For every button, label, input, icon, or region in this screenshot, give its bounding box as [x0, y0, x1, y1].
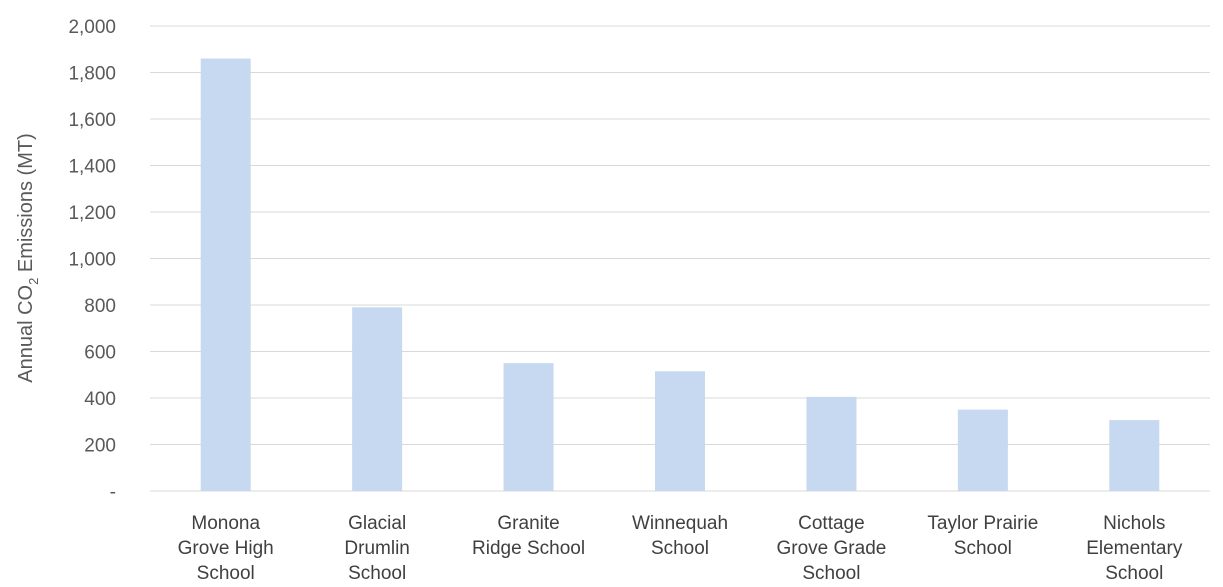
y-tick-label: 200	[84, 436, 116, 457]
y-tick-label: 400	[84, 389, 116, 410]
x-category-label: Winnequah School	[632, 513, 728, 559]
bar	[1109, 420, 1160, 491]
bar	[655, 371, 705, 491]
y-axis-label-main: Annual CO	[15, 285, 37, 383]
bar	[806, 396, 857, 491]
x-category-label-line: Drumlin	[344, 538, 409, 559]
x-category-label-line: School	[651, 538, 709, 559]
y-tick-label: 1,200	[68, 203, 116, 224]
x-category-label-line: Grove Grade	[777, 538, 887, 559]
y-tick-label: 600	[84, 343, 116, 364]
x-category-label-line: School	[1105, 563, 1163, 584]
bar	[957, 409, 1008, 491]
x-category-label-line: School	[802, 563, 860, 584]
y-tick-label: 800	[84, 296, 116, 317]
x-category-label-line: Nichols	[1103, 513, 1165, 534]
y-tick-label: 1,800	[68, 64, 116, 85]
x-category-label: Nichols Elementary School	[1086, 513, 1183, 584]
x-category-label-line: School	[197, 563, 255, 584]
y-tick-label: 1,400	[68, 157, 116, 178]
x-category-label-line: Cottage	[798, 513, 865, 534]
bar	[200, 58, 251, 492]
x-category-label-line: Ridge School	[472, 538, 585, 559]
x-axis-categories: Monona Grove High School Glacial Drumlin Scho…	[178, 513, 1183, 584]
x-category-label: Cottage Grove Grade School	[777, 513, 887, 584]
y-tick-label: 1,000	[68, 250, 116, 271]
x-category-label-line: Elementary	[1086, 538, 1183, 559]
y-tick-label: -	[110, 482, 116, 503]
x-category-label-line: Taylor Prairie	[927, 513, 1038, 534]
bar	[503, 363, 554, 491]
x-category-label-line: Winnequah	[632, 513, 728, 534]
y-axis-label: Annual CO2 Emissions (MT)	[15, 133, 41, 383]
x-category-label-line: Monona	[191, 513, 260, 534]
y-axis-label-subscript: 2	[26, 278, 41, 285]
x-category-label: Taylor Prairie School	[927, 513, 1038, 559]
x-category-label-line: School	[954, 538, 1012, 559]
gridlines	[150, 25, 1210, 492]
x-category-label: Monona Grove High School	[178, 513, 274, 584]
bar	[352, 307, 403, 491]
y-tick-label: 2,000	[68, 17, 116, 38]
x-category-label-line: Granite	[497, 513, 559, 534]
x-category-label-line: Glacial	[348, 513, 406, 534]
y-tick-label: 1,600	[68, 110, 116, 131]
x-category-label-line: Grove High	[178, 538, 274, 559]
x-category-label: Granite Ridge School	[472, 513, 585, 559]
y-axis-label-rest: Emissions (MT)	[15, 133, 37, 277]
y-axis-ticks: - 200 400 600 800 1,000 1,200 1,400 1,600 1,800 2,…	[68, 17, 116, 503]
x-category-label: Glacial Drumlin School	[344, 513, 409, 584]
x-category-label-line: School	[348, 563, 406, 584]
bars	[200, 58, 1160, 492]
